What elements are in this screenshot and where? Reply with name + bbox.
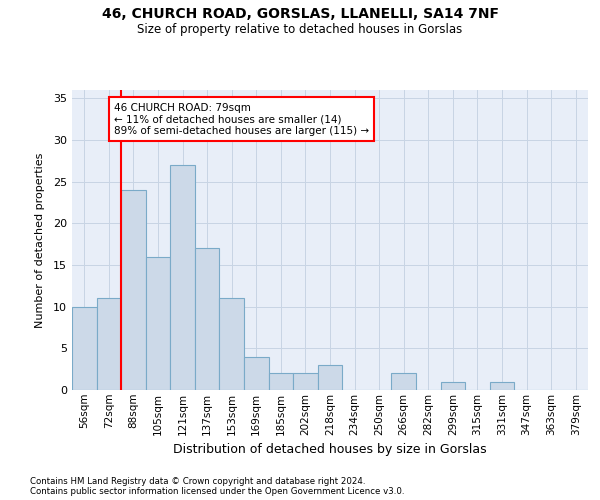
Bar bbox=[146, 256, 170, 390]
Bar bbox=[318, 365, 342, 390]
Bar bbox=[391, 374, 416, 390]
Text: 46, CHURCH ROAD, GORSLAS, LLANELLI, SA14 7NF: 46, CHURCH ROAD, GORSLAS, LLANELLI, SA14… bbox=[101, 8, 499, 22]
Text: Size of property relative to detached houses in Gorslas: Size of property relative to detached ho… bbox=[137, 22, 463, 36]
Bar bbox=[195, 248, 220, 390]
Bar bbox=[97, 298, 121, 390]
Bar bbox=[72, 306, 97, 390]
Text: Contains public sector information licensed under the Open Government Licence v3: Contains public sector information licen… bbox=[30, 488, 404, 496]
Text: Contains HM Land Registry data © Crown copyright and database right 2024.: Contains HM Land Registry data © Crown c… bbox=[30, 478, 365, 486]
Bar bbox=[170, 165, 195, 390]
Bar bbox=[220, 298, 244, 390]
Bar bbox=[293, 374, 318, 390]
Bar bbox=[490, 382, 514, 390]
Bar bbox=[269, 374, 293, 390]
Bar bbox=[440, 382, 465, 390]
Bar bbox=[244, 356, 269, 390]
Bar bbox=[121, 190, 146, 390]
Text: 46 CHURCH ROAD: 79sqm
← 11% of detached houses are smaller (14)
89% of semi-deta: 46 CHURCH ROAD: 79sqm ← 11% of detached … bbox=[114, 102, 369, 136]
Text: Distribution of detached houses by size in Gorslas: Distribution of detached houses by size … bbox=[173, 442, 487, 456]
Y-axis label: Number of detached properties: Number of detached properties bbox=[35, 152, 44, 328]
